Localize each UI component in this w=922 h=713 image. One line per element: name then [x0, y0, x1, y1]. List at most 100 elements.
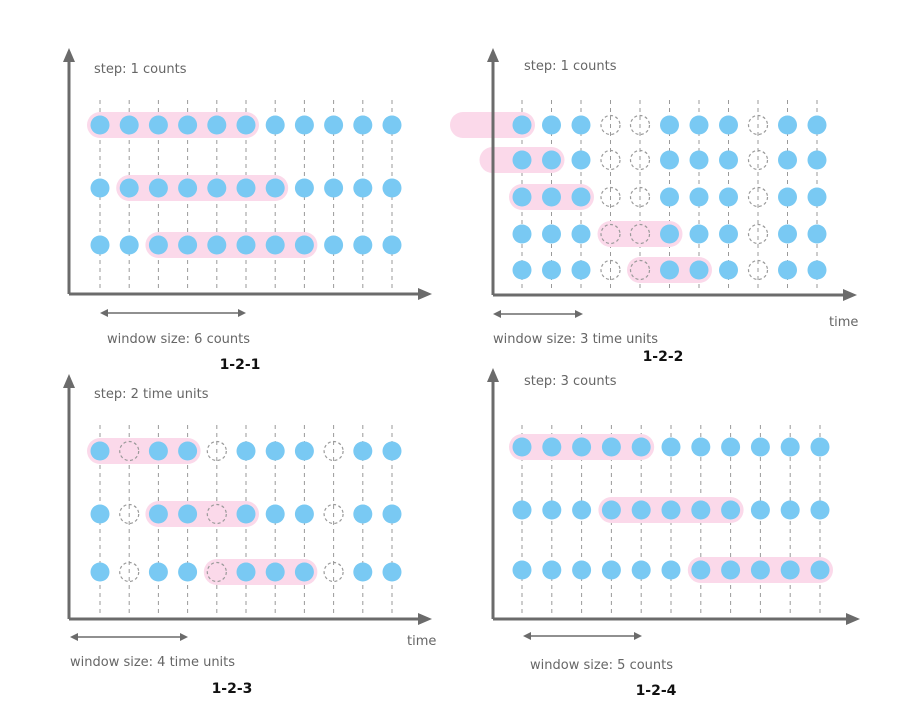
data-point-dot [207, 235, 227, 255]
data-point-dot [148, 178, 168, 198]
empty-slot-dot [119, 503, 140, 525]
empty-slot-dot [629, 223, 651, 245]
data-point-dot [90, 115, 110, 135]
data-point-dot [294, 562, 314, 582]
data-point-dot [571, 224, 591, 244]
data-point-dot [265, 235, 285, 255]
data-point-dot [353, 504, 373, 524]
empty-slot-dot [629, 149, 651, 171]
data-point-dot [90, 504, 110, 524]
empty-slot-dot [629, 186, 651, 208]
data-point-dot [236, 178, 256, 198]
data-point-dot [353, 441, 373, 461]
panel-1-2-4: step: 3 counts window size: 5 counts 1-2… [487, 368, 860, 699]
arrowhead-left-icon [100, 309, 108, 317]
data-point-dot [512, 115, 532, 135]
data-point-dot [294, 178, 314, 198]
data-point-dot [512, 260, 532, 280]
empty-slot-dot [600, 186, 621, 208]
data-point-dot [353, 562, 373, 582]
data-point-dot [661, 500, 681, 520]
y-axis-arrow-icon [487, 48, 499, 62]
data-point-dot [631, 560, 651, 580]
data-point-dot [148, 115, 168, 135]
arrowhead-right-icon [180, 633, 188, 641]
panel-caption: 1-2-4 [636, 683, 677, 699]
arrowhead-left-icon [523, 632, 531, 640]
y-axis-arrow-icon [63, 374, 75, 388]
data-point-dot [780, 500, 800, 520]
data-point-dot [572, 500, 592, 520]
data-point-dot [90, 235, 110, 255]
window-size-label: window size: 6 counts [107, 332, 250, 347]
data-point-dot [780, 560, 800, 580]
data-point-dot [542, 224, 561, 244]
data-point-dot [689, 260, 709, 280]
data-point-dot [778, 224, 797, 244]
data-point-dot [265, 562, 285, 582]
data-point-dot [236, 115, 256, 135]
data-point-dot [721, 500, 741, 520]
data-point-dot [810, 437, 830, 457]
empty-slot-dot [600, 259, 621, 281]
data-point-dot [778, 150, 797, 170]
data-point-dot [178, 115, 198, 135]
data-point-dot [90, 441, 110, 461]
data-point-dot [689, 187, 709, 207]
arrowhead-right-icon [634, 632, 642, 640]
x-axis-arrow-icon [843, 289, 857, 301]
data-point-dot [148, 441, 168, 461]
x-axis-arrow-icon [418, 613, 432, 625]
data-point-dot [750, 560, 770, 580]
data-point-dot [660, 224, 679, 244]
panel-1-2-1: step: 1 counts window size: 6 counts 1-2… [63, 48, 432, 373]
data-point-dot [571, 150, 591, 170]
data-point-dot [236, 504, 256, 524]
data-point-dot [512, 500, 532, 520]
data-point-dot [353, 178, 373, 198]
empty-slot-dot [747, 149, 769, 171]
data-point-dot [207, 115, 227, 135]
data-point-dot [119, 115, 139, 135]
step-label: step: 1 counts [94, 62, 187, 77]
empty-slot-dot [747, 114, 769, 136]
panel-1-2-2: step: 1 counts window size: 3 time units… [450, 48, 858, 365]
data-point-dot [778, 260, 797, 280]
data-point-dot [778, 115, 797, 135]
data-point-dot [719, 187, 738, 207]
data-point-dot [572, 437, 592, 457]
empty-slot-dot [323, 503, 344, 525]
data-point-dot [721, 560, 741, 580]
data-point-dot [807, 115, 827, 135]
data-point-dot [631, 437, 651, 457]
data-point-dot [750, 500, 770, 520]
y-axis-arrow-icon [63, 48, 75, 62]
data-point-dot [90, 562, 110, 582]
data-point-dot [178, 178, 198, 198]
data-point-dot [353, 115, 373, 135]
window-size-label: window size: 5 counts [530, 658, 673, 673]
data-point-dot [236, 235, 256, 255]
window-highlight [87, 112, 259, 138]
data-point-dot [689, 115, 709, 135]
time-axis-label: time [829, 315, 858, 330]
data-point-dot [542, 150, 561, 170]
data-point-dot [294, 441, 314, 461]
data-point-dot [689, 150, 709, 170]
panel-caption: 1-2-1 [220, 357, 261, 373]
window-size-label: window size: 4 time units [70, 655, 235, 670]
empty-slot-dot [600, 223, 621, 245]
data-point-dot [719, 150, 738, 170]
data-point-dot [631, 500, 651, 520]
data-point-dot [512, 187, 532, 207]
window-highlight [203, 559, 318, 585]
data-point-dot [542, 115, 561, 135]
data-point-dot [148, 504, 168, 524]
data-point-dot [719, 115, 738, 135]
data-point-dot [571, 115, 591, 135]
window-size-label: window size: 3 time units [493, 332, 658, 347]
data-point-dot [294, 115, 314, 135]
empty-slot-dot [119, 561, 140, 583]
empty-slot-dot [206, 440, 227, 462]
